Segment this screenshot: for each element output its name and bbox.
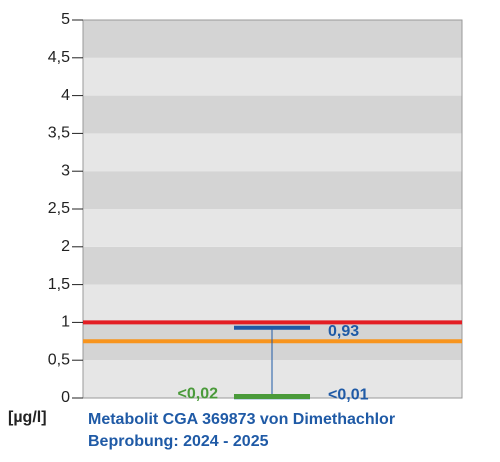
chart-title: Metabolit CGA 369873 von Dimethachlor: [88, 411, 395, 428]
y-tick-label: 2: [61, 238, 70, 255]
y-tick-label: 2,5: [48, 200, 70, 217]
band: [83, 284, 462, 323]
y-tick-label: 1,5: [48, 276, 70, 293]
band: [83, 133, 462, 172]
band: [83, 20, 462, 58]
band: [83, 209, 462, 247]
y-tick-label: 0,5: [48, 351, 70, 368]
band: [83, 171, 462, 209]
band: [83, 95, 462, 134]
band: [83, 57, 462, 96]
y-tick-label: 4,5: [48, 49, 70, 66]
y-axis-label: [µg/l]: [8, 409, 47, 426]
y-tick-label: 1: [61, 314, 70, 331]
band: [83, 246, 462, 285]
y-tick-label: 4: [61, 87, 70, 104]
y-tick-label: 3: [61, 162, 70, 179]
min-label: <0,01: [328, 386, 369, 403]
y-tick-label: 0: [61, 389, 70, 406]
chart-subtitle: Beprobung: 2024 - 2025: [88, 433, 269, 450]
max-label: 0,93: [328, 323, 359, 340]
y-tick-label: 5: [61, 11, 70, 28]
median-label: <0,02: [178, 386, 219, 403]
y-tick-label: 3,5: [48, 125, 70, 142]
